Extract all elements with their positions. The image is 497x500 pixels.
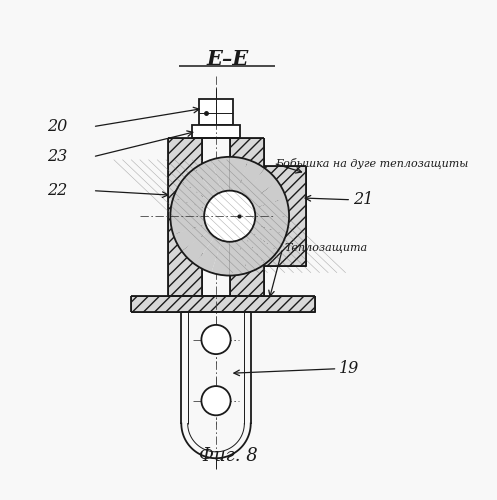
Wedge shape	[173, 182, 209, 208]
Wedge shape	[211, 157, 230, 192]
Wedge shape	[238, 160, 264, 196]
Wedge shape	[195, 237, 222, 272]
Wedge shape	[254, 216, 289, 234]
Text: 21: 21	[353, 192, 373, 208]
Wedge shape	[195, 160, 222, 196]
Polygon shape	[264, 166, 306, 266]
Text: Теплозащита: Теплозащита	[284, 243, 368, 254]
Bar	[192, 125, 240, 138]
Wedge shape	[245, 168, 278, 201]
Bar	[199, 100, 234, 125]
Circle shape	[204, 190, 255, 242]
Text: Фиг. 8: Фиг. 8	[198, 446, 257, 464]
Wedge shape	[182, 168, 215, 201]
Wedge shape	[245, 231, 278, 264]
Circle shape	[201, 325, 231, 354]
Polygon shape	[230, 138, 264, 296]
Text: 23: 23	[47, 148, 67, 166]
Wedge shape	[182, 231, 215, 264]
Wedge shape	[254, 198, 289, 216]
Wedge shape	[250, 182, 286, 208]
Wedge shape	[230, 157, 248, 192]
Wedge shape	[238, 237, 264, 272]
Text: Е–Е: Е–Е	[207, 49, 249, 69]
Polygon shape	[131, 296, 315, 312]
Text: 20: 20	[47, 118, 67, 135]
Wedge shape	[173, 224, 209, 251]
Text: 22: 22	[47, 182, 67, 199]
Circle shape	[201, 386, 231, 416]
Polygon shape	[167, 138, 202, 296]
Wedge shape	[170, 198, 205, 216]
Wedge shape	[250, 224, 286, 251]
Text: Бобышка на дуге теплозащиты: Бобышка на дуге теплозащиты	[275, 158, 469, 169]
Wedge shape	[211, 240, 230, 276]
Wedge shape	[170, 216, 205, 234]
Text: 19: 19	[339, 360, 359, 377]
Wedge shape	[230, 240, 248, 276]
